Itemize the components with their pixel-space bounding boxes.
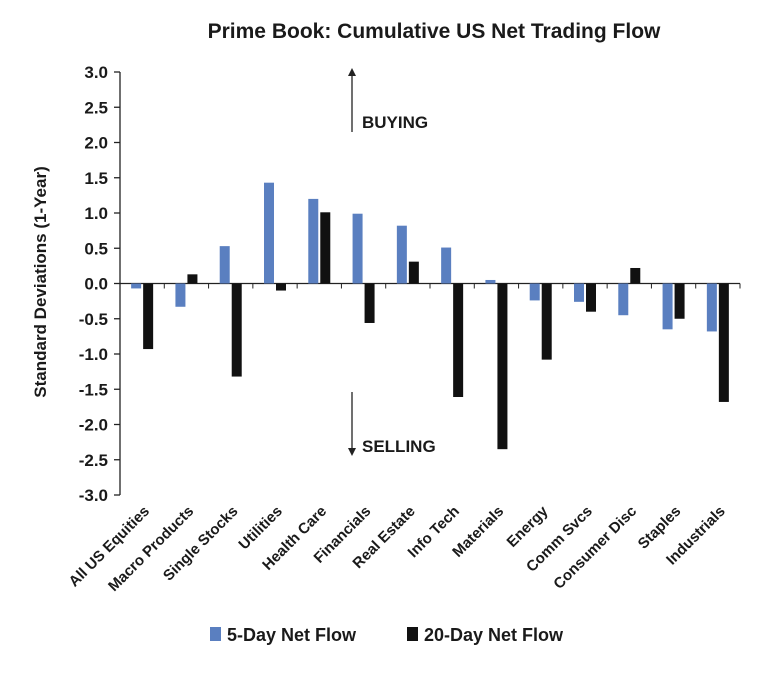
y-tick-label: -1.0 — [79, 345, 108, 364]
bar-5day-all-us-equities — [131, 283, 142, 289]
bar-20day-energy — [541, 283, 552, 360]
legend-label-20day: 20-Day Net Flow — [424, 625, 564, 645]
y-tick-label: 0.0 — [84, 275, 108, 294]
y-tick-label: -2.5 — [79, 451, 108, 470]
y-axis: 3.0 2.5 2.0 1.5 1.0 0.5 0.0 -0.5 -1.0 -1.5 -2.0 -2.… — [79, 63, 121, 505]
bar-5day-consumer-disc — [618, 283, 629, 316]
bar-5day-utilities — [264, 182, 274, 284]
bar-20day-all-us-equities — [143, 283, 154, 350]
bar-20day-staples — [674, 283, 685, 319]
selling-annotation: SELLING — [362, 437, 436, 456]
y-tick-label: 2.5 — [84, 98, 108, 117]
buying-arrow-head — [348, 68, 356, 76]
bar-5day-macro-products — [175, 283, 186, 307]
buying-annotation: BUYING — [362, 113, 428, 132]
bars-group — [131, 182, 729, 450]
y-tick-label: -1.5 — [79, 380, 108, 399]
annotations: BUYING SELLING — [348, 68, 436, 456]
bar-20day-health-care — [320, 212, 331, 284]
bar-5day-staples — [662, 283, 673, 330]
bar-20day-utilities — [276, 283, 286, 291]
bar-5day-energy — [529, 283, 540, 301]
chart-title: Prime Book: Cumulative US Net Trading Fl… — [208, 20, 661, 43]
y-tick-label: -0.5 — [79, 310, 108, 329]
bar-5day-industrials — [706, 283, 717, 332]
bar-20day-single-stocks — [231, 283, 242, 377]
bar-20day-macro-products — [187, 274, 198, 284]
bar-5day-financials — [352, 213, 363, 284]
bar-5day-health-care — [308, 198, 319, 284]
legend-swatch-20day — [407, 627, 418, 641]
bar-20day-consumer-disc — [630, 267, 641, 284]
x-tick-label: All US Equities — [66, 503, 153, 590]
bar-20day-comm-svcs — [586, 283, 596, 312]
legend: 5-Day Net Flow 20-Day Net Flow — [210, 625, 564, 645]
y-axis-label: Standard Deviations (1-Year) — [31, 166, 50, 397]
bar-20day-financials — [364, 283, 375, 323]
bar-20day-info-tech — [453, 283, 464, 398]
legend-label-5day: 5-Day Net Flow — [227, 625, 357, 645]
bar-5day-single-stocks — [219, 246, 230, 284]
y-tick-label: 2.0 — [84, 134, 108, 153]
y-tick-label: -2.0 — [79, 416, 108, 435]
y-tick-label: 1.5 — [84, 169, 108, 188]
x-tick-label: Consumer Disc — [550, 503, 640, 593]
y-tick-label: 3.0 — [84, 63, 108, 82]
bar-5day-real-estate — [396, 225, 407, 284]
bar-5day-materials — [485, 279, 496, 284]
bar-5day-info-tech — [441, 247, 452, 284]
legend-swatch-5day — [210, 627, 221, 641]
selling-arrow-head — [348, 448, 356, 456]
bar-20day-materials — [497, 283, 508, 450]
bar-5day-comm-svcs — [574, 283, 584, 302]
y-tick-label: -3.0 — [79, 486, 108, 505]
y-tick-label: 0.5 — [84, 239, 108, 258]
x-axis — [120, 282, 741, 289]
bar-20day-industrials — [718, 283, 729, 402]
bar-20day-real-estate — [408, 261, 419, 284]
y-tick-label: 1.0 — [84, 204, 108, 223]
